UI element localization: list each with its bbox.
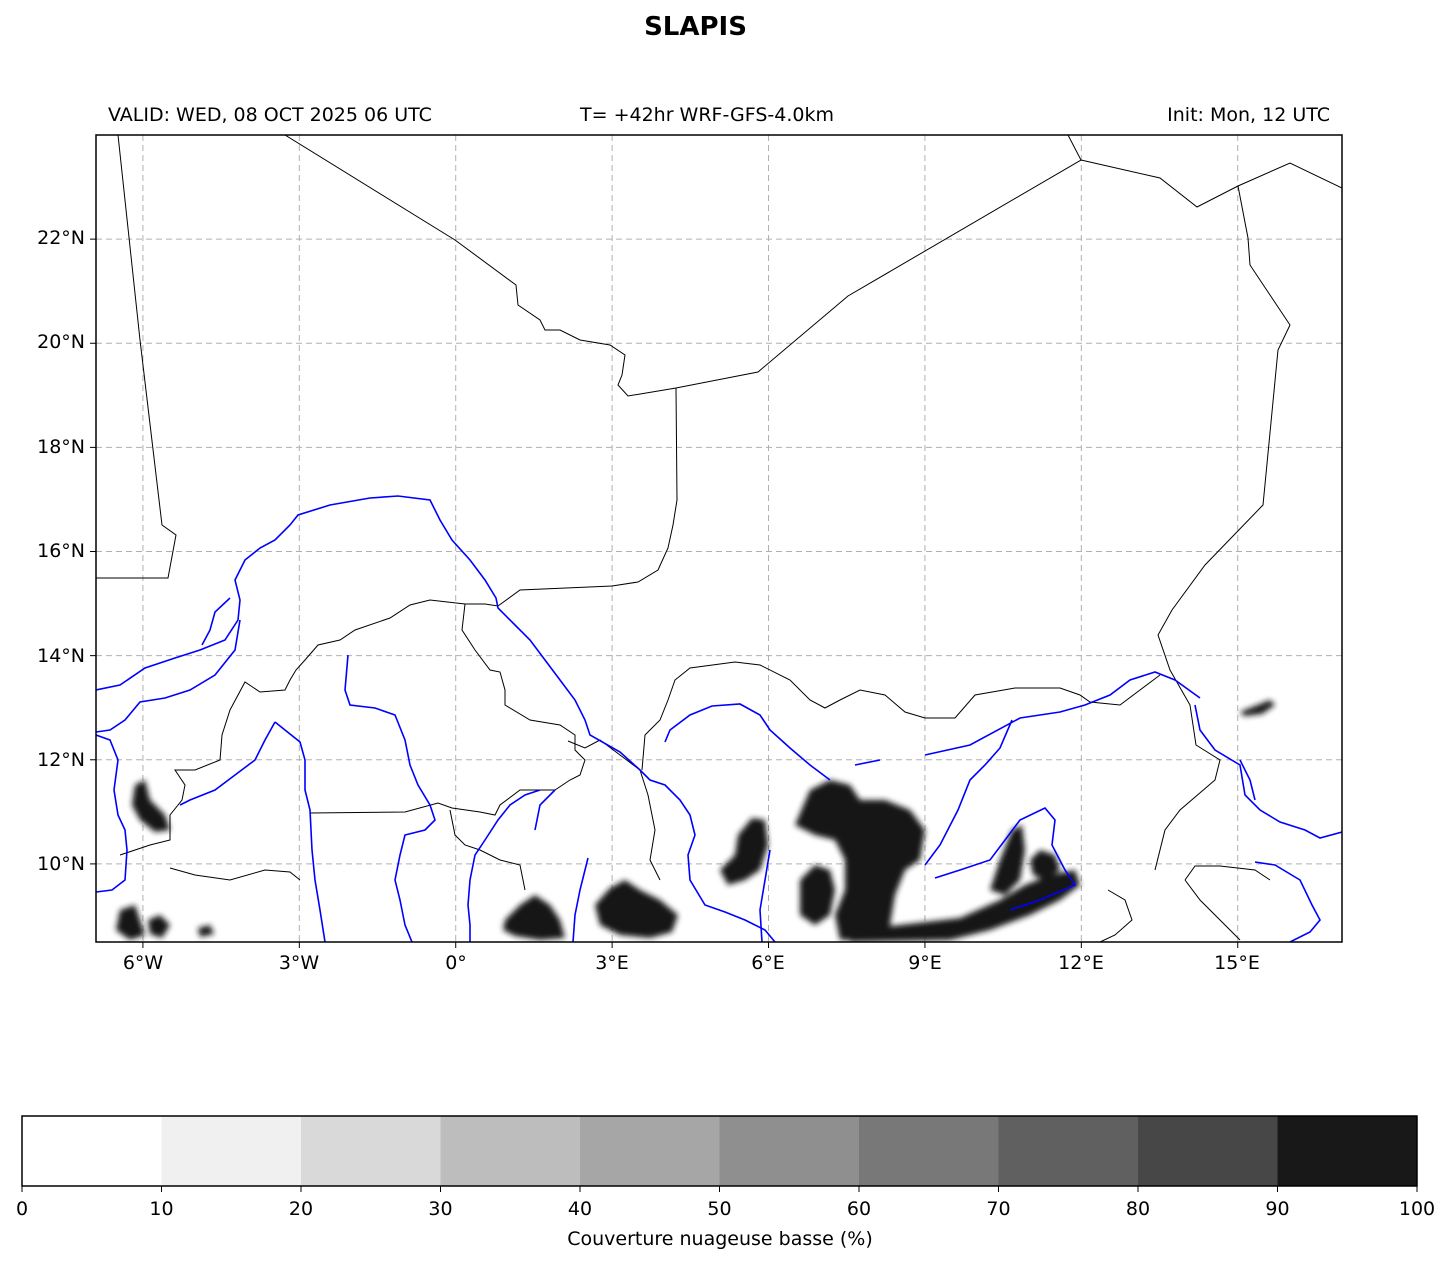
- colorbar-tick-label: 70: [986, 1198, 1011, 1220]
- colorbar: [21, 1115, 1418, 1192]
- cloud-patch: [132, 780, 170, 832]
- colorbar-tick-label: 50: [707, 1198, 732, 1220]
- cloud-patch: [503, 895, 565, 940]
- lat-tick-label: 22°N: [37, 227, 85, 249]
- cloud-patch: [795, 780, 925, 940]
- colorbar-swatch: [161, 1116, 302, 1186]
- colorbar-tick-label: 100: [1398, 1198, 1436, 1220]
- colorbar-tick-label: 40: [567, 1198, 593, 1220]
- map-frame: [95, 134, 1343, 943]
- lat-tick-label: 12°N: [37, 749, 85, 771]
- colorbar-tick-label: 10: [149, 1198, 174, 1220]
- colorbar-swatch: [22, 1116, 162, 1186]
- model-label: T= +42hr WRF-GFS-4.0km: [580, 104, 834, 126]
- cloud-patch: [800, 865, 835, 925]
- valid-time-label: VALID: WED, 08 OCT 2025 06 UTC: [108, 104, 432, 126]
- colorbar-tick-label: 20: [288, 1198, 314, 1220]
- colorbar-swatch: [580, 1116, 720, 1186]
- map-gridlines: [96, 135, 1342, 942]
- lat-tick-label: 20°N: [37, 331, 85, 353]
- colorbar-tick-label: 80: [1125, 1198, 1151, 1220]
- cloud-patch: [595, 880, 678, 938]
- cloud-patch: [990, 825, 1025, 895]
- lat-tick-label: 18°N: [37, 436, 85, 458]
- cloud-patch: [720, 818, 768, 885]
- cloud-patch: [1240, 700, 1275, 716]
- lon-tick-label: 15°E: [1214, 952, 1260, 974]
- colorbar-tick-label: 60: [846, 1198, 872, 1220]
- lon-tick-label: 6°E: [751, 952, 785, 974]
- colorbar-tick-label: 90: [1265, 1198, 1290, 1220]
- cloud-patch: [148, 915, 170, 938]
- colorbar-tick-label: 0: [15, 1198, 29, 1220]
- colorbar-swatch: [719, 1116, 860, 1186]
- init-time-label: Init: Mon, 12 UTC: [1167, 104, 1330, 126]
- cloud-patch: [850, 870, 1080, 942]
- country-borders: [96, 135, 1342, 942]
- axis-ticks: [90, 238, 1239, 948]
- cloud-patch: [198, 925, 214, 937]
- lat-tick-label: 10°N: [37, 853, 85, 875]
- colorbar-swatch: [1277, 1116, 1418, 1186]
- low-cloud-cover-field: [116, 700, 1275, 942]
- map-title: SLAPIS: [644, 12, 747, 42]
- colorbar-swatch: [440, 1116, 581, 1186]
- lon-tick-label: 6°W: [122, 952, 164, 974]
- lon-tick-label: 3°W: [278, 952, 320, 974]
- colorbar-swatch: [859, 1116, 999, 1186]
- lon-tick-label: 12°E: [1058, 952, 1104, 974]
- lon-tick-label: 9°E: [908, 952, 942, 974]
- cloud-patch: [1030, 850, 1060, 880]
- colorbar-swatch: [301, 1116, 441, 1186]
- colorbar-swatch: [998, 1116, 1139, 1186]
- lon-tick-label: 0°: [445, 952, 467, 974]
- lat-tick-label: 14°N: [37, 645, 85, 667]
- rivers: [96, 495, 1342, 942]
- cloud-patch: [116, 905, 145, 940]
- lat-tick-label: 16°N: [37, 540, 85, 562]
- colorbar-tick-label: 30: [428, 1198, 453, 1220]
- lon-tick-label: 3°E: [595, 952, 629, 974]
- colorbar-label: Couverture nuageuse basse (%): [567, 1228, 873, 1250]
- colorbar-swatch: [1138, 1116, 1278, 1186]
